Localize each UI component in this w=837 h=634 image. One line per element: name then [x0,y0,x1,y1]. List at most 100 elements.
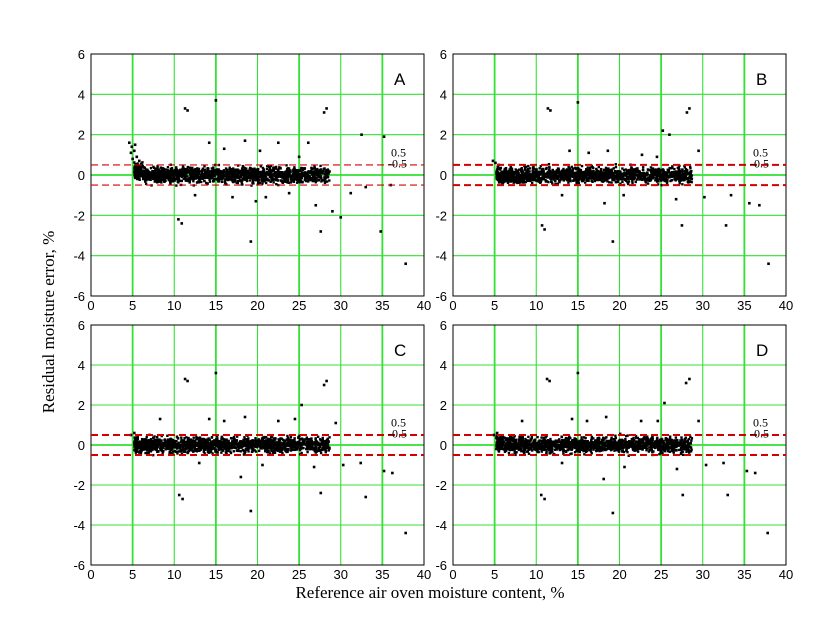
data-point [317,447,321,450]
data-point [497,181,501,184]
data-point [267,439,271,443]
data-point [666,180,669,183]
data-point [239,450,242,453]
data-point [286,434,289,438]
data-point [157,176,161,180]
data-point [161,175,164,178]
data-point [657,180,660,183]
data-point [313,172,316,176]
data-point [648,175,651,178]
data-point [139,168,142,171]
data-point [631,179,634,183]
data-point [260,442,263,445]
data-point [590,435,594,439]
data-point [292,178,296,181]
data-point [510,178,513,182]
data-point [601,180,605,183]
data-point [287,167,291,170]
data-point [570,452,573,455]
data-point [176,442,179,446]
data-point [232,178,236,181]
data-point [617,175,620,178]
data-point [189,448,192,451]
data-point [202,437,206,441]
data-point [247,441,250,445]
data-point [201,167,205,170]
data-point [592,166,595,170]
data-point [525,170,529,173]
data-point [242,165,245,169]
data-point [247,437,250,440]
data-point [305,443,308,447]
data-point [325,180,329,183]
data-point [572,179,575,182]
data-point [555,176,558,179]
data-point [270,174,274,178]
data-point [256,444,259,448]
x-tick-label: 10 [529,298,543,313]
data-point [207,176,211,179]
data-point [318,174,321,178]
data-point [239,444,242,447]
data-point [228,441,231,445]
reference-label-lower: -0.5 [750,156,769,170]
data-point [169,177,173,180]
data-point [670,178,674,182]
data-point [298,176,302,180]
data-point [162,173,165,176]
data-point [263,436,266,440]
data-point [278,444,281,447]
data-point [227,171,230,174]
data-point [689,170,692,173]
data-point [138,164,142,168]
data-point [176,452,179,455]
data-point [204,438,207,442]
data-point [181,449,184,452]
data-point [560,175,563,178]
data-point [593,175,596,178]
x-tick-label: 15 [209,298,223,313]
data-point [259,445,263,449]
data-point [556,176,560,179]
data-point [566,176,569,179]
data-point [319,448,322,451]
data-point [270,446,274,449]
data-point [139,446,143,449]
data-point [200,443,203,446]
data-point [325,379,328,383]
data-point [500,170,503,173]
data-point [302,171,306,175]
data-point [315,172,318,175]
data-point [177,493,181,497]
data-point [208,178,211,181]
data-point [600,172,604,175]
data-point [218,171,222,174]
data-point [296,443,299,446]
data-point [303,439,306,443]
data-point [225,170,228,174]
data-point [188,166,192,169]
data-point [672,172,676,175]
data-point [590,171,594,175]
data-point [250,450,254,454]
data-point [169,448,173,451]
data-point [187,178,190,182]
data-point [189,175,193,178]
data-point [159,439,162,443]
data-point [304,177,308,180]
data-point [130,145,134,149]
data-point [290,444,294,447]
data-point [188,181,191,184]
data-point [748,201,751,205]
data-point [254,445,258,449]
data-point [221,175,225,178]
data-point [287,176,290,179]
data-point [541,171,545,174]
data-point [520,177,524,180]
data-point [269,174,272,177]
data-point [140,169,143,172]
data-point [676,177,679,181]
data-point [193,449,196,452]
data-point [272,449,275,452]
data-point [287,442,291,446]
